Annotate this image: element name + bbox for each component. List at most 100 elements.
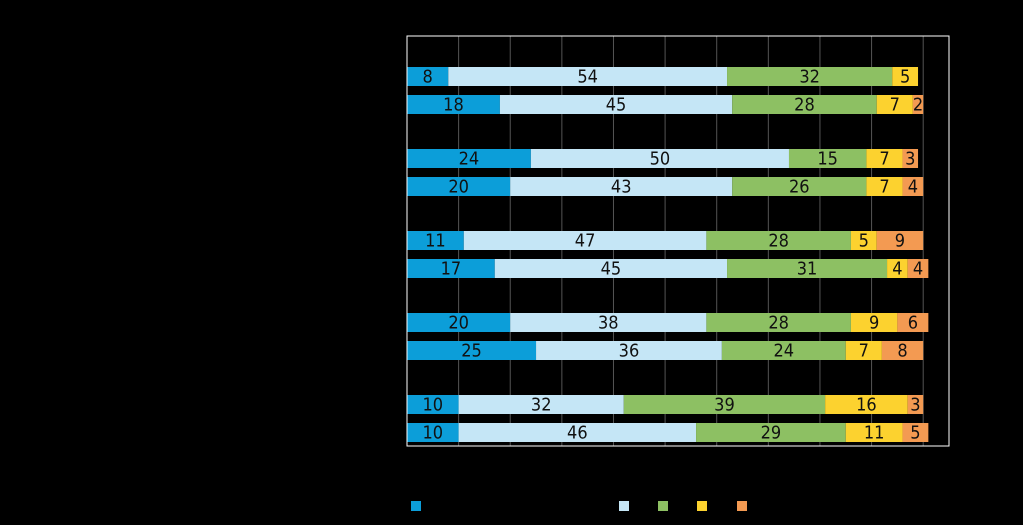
bar-segment-row4-series5 <box>902 177 924 196</box>
data-label-row4-series5: 4 <box>908 177 918 198</box>
bar-segment-row2-series4 <box>876 95 913 114</box>
bar-segment-row3-series3 <box>788 149 867 168</box>
data-label-row1-series2: 54 <box>577 67 598 88</box>
data-label-row3-series5: 3 <box>905 149 915 170</box>
bar-segment-row9-series4 <box>825 395 908 414</box>
data-label-row5-series2: 47 <box>575 231 596 252</box>
data-label-row9-series3: 39 <box>714 395 735 416</box>
legend-swatch-series4 <box>697 501 707 511</box>
bar-segment-row7-series5 <box>897 313 929 332</box>
legend-swatch-series2 <box>619 501 629 511</box>
bar-segment-row9-series1 <box>407 395 459 414</box>
bar-segment-row8-series1 <box>407 341 537 360</box>
bar-segment-row6-series3 <box>727 259 888 278</box>
data-label-row6-series3: 31 <box>797 259 818 280</box>
data-label-row3-series3: 15 <box>817 149 838 170</box>
bar-segments <box>407 67 929 442</box>
bar-segment-row1-series1 <box>407 67 449 86</box>
data-label-row7-series4: 9 <box>869 313 879 334</box>
bar-segment-row6-series4 <box>887 259 908 278</box>
data-label-row4-series3: 26 <box>789 177 810 198</box>
plot-area-frame <box>406 35 950 447</box>
bar-segment-row7-series1 <box>407 313 511 332</box>
bar-segment-row6-series5 <box>907 259 929 278</box>
data-label-row5-series1: 11 <box>425 231 446 252</box>
bar-segment-row3-series5 <box>902 149 919 168</box>
bar-segment-row1-series4 <box>892 67 919 86</box>
data-label-row2-series1: 18 <box>443 95 464 116</box>
bar-segment-row5-series1 <box>407 231 464 250</box>
bar-segment-row7-series3 <box>706 313 851 332</box>
bar-segment-row9-series3 <box>623 395 826 414</box>
legend-swatch-series5 <box>737 501 747 511</box>
data-label-row3-series1: 24 <box>459 149 480 170</box>
data-label-row10-series1: 10 <box>423 423 444 444</box>
data-label-row2-series3: 28 <box>794 95 815 116</box>
bar-segment-row5-series3 <box>706 231 851 250</box>
data-label-row9-series1: 10 <box>423 395 444 416</box>
bar-segment-row2-series3 <box>732 95 877 114</box>
data-label-row10-series3: 29 <box>761 423 782 444</box>
bar-segment-row4-series2 <box>510 177 733 196</box>
bar-segment-row9-series5 <box>907 395 924 414</box>
data-label-row9-series4: 16 <box>856 395 877 416</box>
data-label-row8-series5: 8 <box>897 341 907 362</box>
data-label-row7-series3: 28 <box>768 313 789 334</box>
bar-segment-row1-series2 <box>448 67 728 86</box>
bar-segment-row5-series2 <box>463 231 707 250</box>
data-label-row9-series2: 32 <box>531 395 552 416</box>
bar-segment-row5-series5 <box>876 231 924 250</box>
data-label-row3-series2: 50 <box>650 149 671 170</box>
bar-segment-row8-series5 <box>881 341 924 360</box>
data-label-row2-series4: 7 <box>890 95 900 116</box>
bar-segment-row10-series1 <box>407 423 459 442</box>
bar-segment-row7-series2 <box>510 313 707 332</box>
bar-segment-row8-series2 <box>536 341 722 360</box>
data-label-row7-series1: 20 <box>448 313 469 334</box>
data-label-row4-series1: 20 <box>448 177 469 198</box>
data-label-row8-series3: 24 <box>774 341 795 362</box>
bar-segment-row2-series5 <box>912 95 924 114</box>
bar-segment-row10-series3 <box>696 423 846 442</box>
bar-segment-row5-series4 <box>850 231 877 250</box>
data-label-row6-series5: 4 <box>913 259 923 280</box>
data-label-row1-series1: 8 <box>422 67 432 88</box>
bar-segment-row7-series4 <box>850 313 898 332</box>
legend-swatch-series3 <box>658 501 668 511</box>
data-label-row3-series4: 7 <box>879 149 889 170</box>
data-label-row6-series4: 4 <box>892 259 902 280</box>
bar-segment-row2-series1 <box>407 95 500 114</box>
data-label-row10-series4: 11 <box>864 423 885 444</box>
bar-segment-row8-series3 <box>721 341 846 360</box>
data-label-row9-series5: 3 <box>910 395 920 416</box>
bar-segment-row6-series1 <box>407 259 495 278</box>
data-label-row2-series5: 2 <box>913 95 923 116</box>
data-label-row8-series1: 25 <box>461 341 482 362</box>
data-label-row10-series2: 46 <box>567 423 588 444</box>
data-label-row6-series1: 17 <box>441 259 462 280</box>
bar-segment-row10-series4 <box>845 423 903 442</box>
bar-segment-row2-series2 <box>499 95 733 114</box>
bar-segment-row3-series1 <box>407 149 531 168</box>
bar-segment-row10-series5 <box>902 423 929 442</box>
bar-segment-row4-series3 <box>732 177 867 196</box>
data-label-row1-series3: 32 <box>799 67 820 88</box>
bar-segment-row10-series2 <box>458 423 697 442</box>
data-label-row5-series5: 9 <box>895 231 905 252</box>
bar-segment-row8-series4 <box>845 341 882 360</box>
data-label-row5-series4: 5 <box>859 231 869 252</box>
bar-segment-row6-series2 <box>494 259 728 278</box>
data-label-row7-series5: 6 <box>908 313 918 334</box>
bar-segment-row3-series2 <box>530 149 789 168</box>
legend-swatch-series1 <box>411 501 421 511</box>
bar-segment-row1-series3 <box>727 67 893 86</box>
data-label-row5-series3: 28 <box>768 231 789 252</box>
data-label-row4-series2: 43 <box>611 177 632 198</box>
data-label-row7-series2: 38 <box>598 313 619 334</box>
data-label-row2-series2: 45 <box>606 95 627 116</box>
bar-segment-row9-series2 <box>458 395 624 414</box>
data-label-row10-series5: 5 <box>910 423 920 444</box>
bar-segment-row3-series4 <box>866 149 903 168</box>
data-label-row1-series4: 5 <box>900 67 910 88</box>
